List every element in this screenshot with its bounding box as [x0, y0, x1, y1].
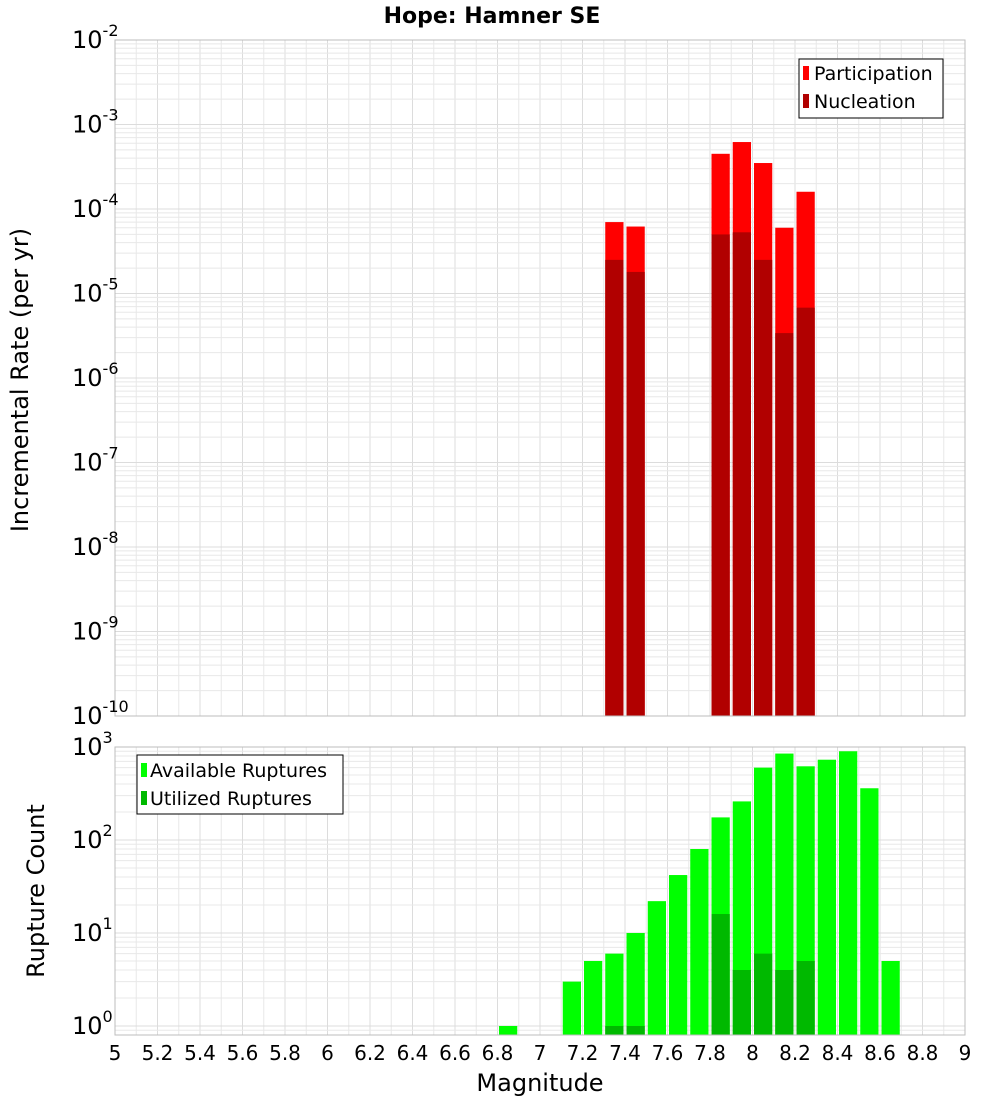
top-y-tick-label: 10-10: [72, 697, 129, 730]
available-ruptures-bar: [647, 901, 666, 1035]
top-legend: Participation Nucleation: [798, 58, 944, 119]
available-ruptures-bar: [839, 751, 858, 1035]
available-ruptures-bar: [499, 1025, 518, 1035]
utilized-ruptures-bar: [605, 1025, 624, 1035]
top-panel: 10-10 10-9 10-8 10-7 10-6 10-5 10-4 10-3 10-2 In…: [6, 21, 966, 730]
top-y-tick-label: 10-5: [72, 275, 119, 308]
x-tick-label: 8: [746, 1041, 759, 1065]
x-axis-label: Magnitude: [476, 1069, 603, 1097]
utilized-ruptures-bar: [754, 953, 773, 1035]
bottom-panel: 100 101 102 103 5 5.2 5.4 5.6 5.8 6 6.2 6.4 6.6 6.8 7…: [22, 728, 971, 1097]
available-ruptures-bar: [690, 849, 709, 1035]
x-tick-label: 8.4: [822, 1041, 854, 1065]
available-ruptures-bar: [669, 875, 688, 1035]
x-tick-label: 8.2: [779, 1041, 811, 1065]
x-tick-label: 7: [534, 1041, 547, 1065]
top-y-tick-label: 10-9: [72, 613, 119, 646]
legend-swatch-nucleation: [803, 94, 809, 108]
x-tick-label: 7.2: [567, 1041, 599, 1065]
available-ruptures-bar: [584, 960, 603, 1035]
x-tick-labels: 5 5.2 5.4 5.6 5.8 6 6.2 6.4 6.6 6.8 7 7.2 7.4 7.6 7.8 8…: [109, 1041, 972, 1065]
available-ruptures-bar: [605, 953, 624, 1035]
top-y-tick-label: 10-4: [72, 190, 119, 223]
nucleation-bar: [626, 271, 645, 716]
bottom-y-tick-label: 100: [72, 1007, 113, 1040]
x-tick-label: 5.2: [142, 1041, 174, 1065]
top-y-tick-label: 10-8: [72, 528, 119, 561]
x-tick-label: 7.8: [694, 1041, 726, 1065]
nucleation-bar: [605, 259, 624, 716]
x-tick-label: 5.4: [184, 1041, 216, 1065]
x-tick-label: 6.4: [397, 1041, 429, 1065]
available-ruptures-bar: [775, 753, 794, 1035]
top-legend-box: [798, 58, 944, 119]
legend-label-nucleation: Nucleation: [814, 91, 916, 113]
nucleation-bar: [775, 333, 794, 716]
top-y-tick-label: 10-6: [72, 359, 119, 392]
bottom-plot-frame: [114, 746, 966, 1036]
x-tick-label: 6.2: [354, 1041, 386, 1065]
available-ruptures-bar: [562, 981, 581, 1035]
top-y-tick-label: 10-3: [72, 106, 119, 139]
x-tick-label: 8.8: [907, 1041, 939, 1065]
bottom-legend: Available Ruptures Utilized Ruptures: [136, 754, 344, 815]
legend-label-available: Available Ruptures: [150, 760, 327, 782]
utilized-ruptures-bar: [711, 914, 730, 1035]
legend-swatch-available: [141, 763, 147, 777]
top-bars: [605, 142, 815, 717]
bottom-legend-box: [136, 754, 344, 815]
available-ruptures-bar: [881, 960, 900, 1035]
top-y-tick-label: 10-7: [72, 444, 119, 477]
legend-label-utilized: Utilized Ruptures: [150, 788, 312, 810]
top-y-tick-label: 10-2: [72, 21, 119, 54]
top-gridlines: [114, 40, 966, 717]
top-plot-frame: [114, 39, 966, 717]
available-ruptures-bar: [860, 788, 879, 1035]
available-ruptures-bar: [817, 759, 836, 1035]
x-tick-label: 6: [321, 1041, 334, 1065]
x-tick-label: 8.6: [864, 1041, 896, 1065]
bottom-y-tick-label: 102: [72, 821, 113, 854]
x-tick-label: 6.8: [482, 1041, 514, 1065]
legend-swatch-participation: [803, 66, 809, 80]
top-y-axis-label: Incremental Rate (per yr): [6, 228, 34, 532]
utilized-ruptures-bar: [775, 969, 794, 1035]
x-tick-label: 6.6: [439, 1041, 471, 1065]
utilized-ruptures-bar: [732, 969, 751, 1035]
nucleation-bar: [796, 307, 815, 716]
top-y-tick-labels: 10-10 10-9 10-8 10-7 10-6 10-5 10-4 10-3 10-2: [72, 21, 129, 730]
utilized-ruptures-bar: [626, 1025, 645, 1035]
x-tick-label: 7.4: [609, 1041, 641, 1065]
x-tick-label: 7.6: [652, 1041, 684, 1065]
bottom-y-axis-label: Rupture Count: [22, 804, 50, 978]
bottom-bars: [499, 751, 900, 1035]
utilized-ruptures-bar: [796, 960, 815, 1035]
legend-label-participation: Participation: [814, 63, 933, 85]
x-tick-label: 5.8: [269, 1041, 301, 1065]
legend-swatch-utilized: [141, 791, 147, 805]
nucleation-bar: [711, 234, 730, 717]
nucleation-bar: [732, 232, 751, 716]
x-tick-label: 5.6: [227, 1041, 259, 1065]
bottom-y-tick-label: 103: [72, 728, 113, 761]
x-tick-label: 5: [109, 1041, 122, 1065]
available-ruptures-bar: [626, 932, 645, 1035]
nucleation-bar: [754, 259, 773, 716]
bottom-y-tick-labels: 100 101 102 103: [72, 728, 113, 1040]
chart-title: Hope: Hamner SE: [384, 4, 601, 29]
bottom-y-tick-label: 101: [72, 914, 113, 947]
x-tick-label: 9: [959, 1041, 972, 1065]
